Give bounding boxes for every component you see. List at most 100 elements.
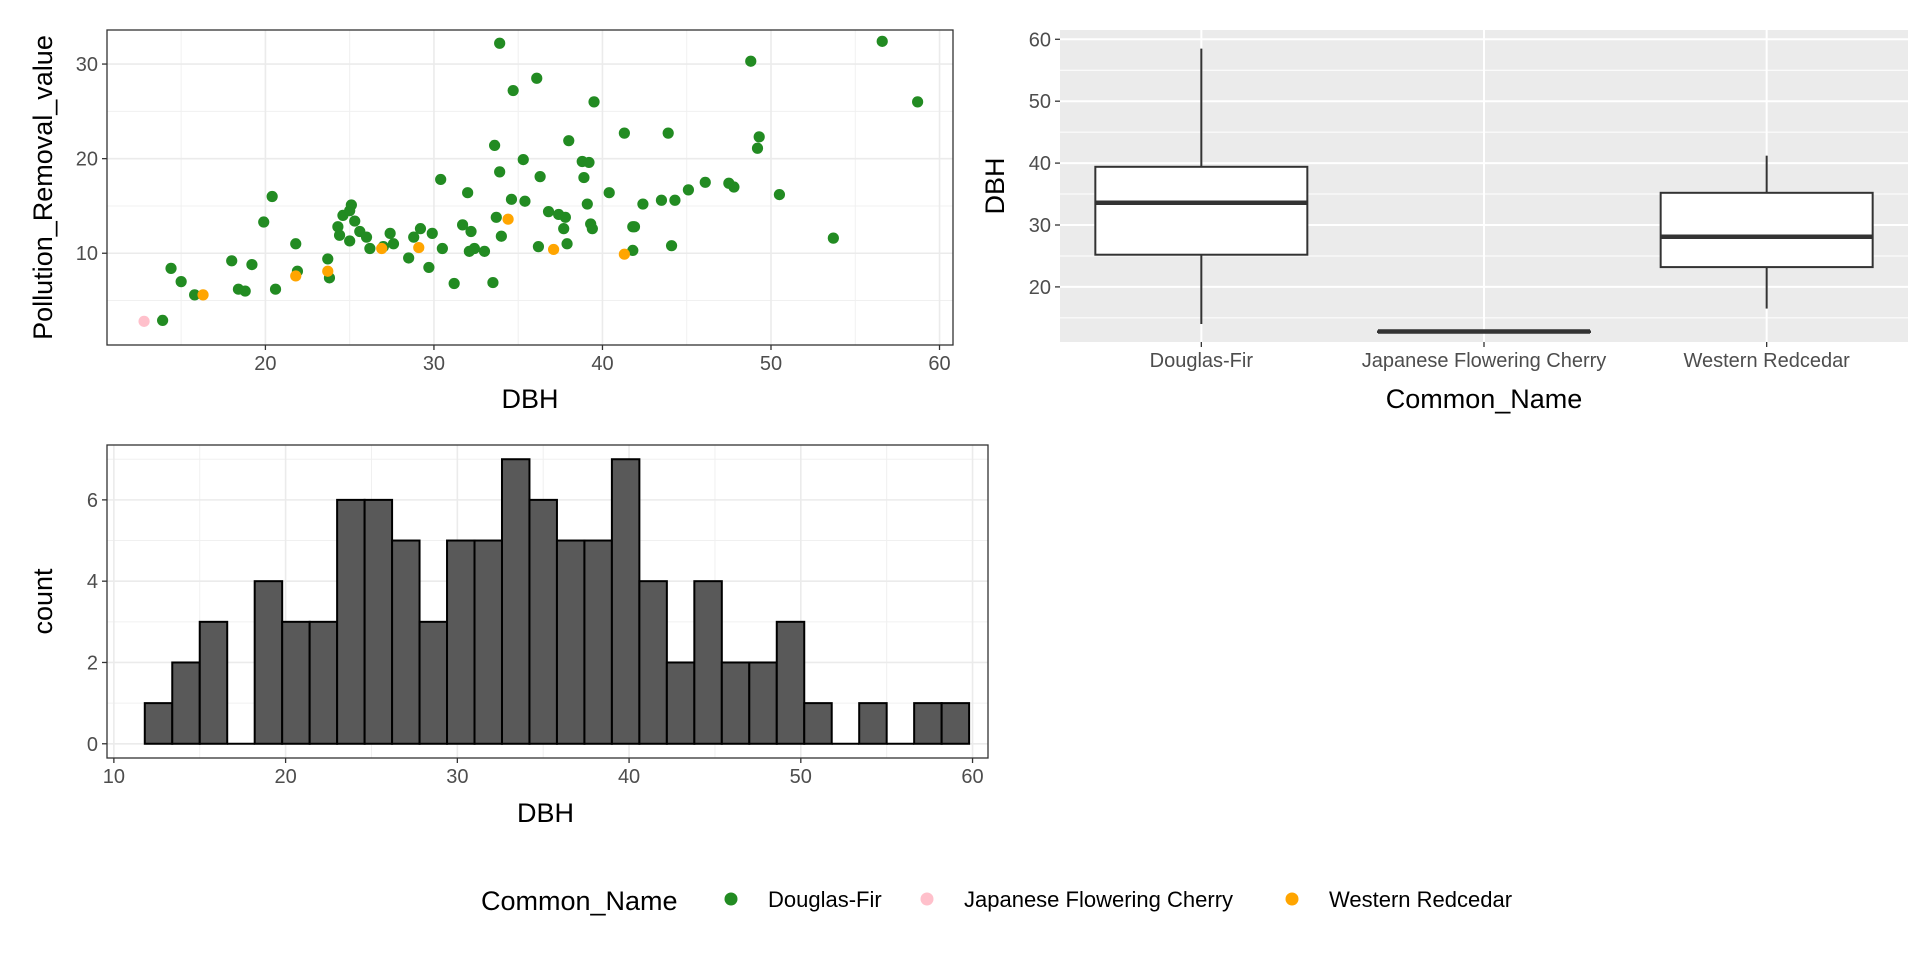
scatter-point bbox=[269, 283, 282, 295]
scatter-panel: 20 30 40 50 60 10 20 30 DBH Pollution_Removal_val… bbox=[28, 29, 954, 414]
scatter-point bbox=[408, 231, 420, 243]
histogram-bar bbox=[913, 702, 943, 745]
boxplot-panel: 20 30 40 50 60 Douglas-Fir Japanese Flowering … bbox=[980, 29, 1908, 414]
scatter-point bbox=[384, 227, 396, 239]
histogram-bar bbox=[253, 580, 284, 745]
legend-key-douglas-fir bbox=[724, 892, 738, 906]
scatter-point bbox=[665, 240, 678, 252]
scatter-point bbox=[462, 187, 474, 199]
scatter-point bbox=[436, 242, 448, 255]
series-japanese-flowering-cherry bbox=[138, 315, 150, 327]
histogram-bar bbox=[610, 458, 641, 745]
y-tick-label: 6 bbox=[87, 490, 98, 512]
x-tick-label: 60 bbox=[961, 766, 983, 788]
histogram-bar bbox=[693, 580, 723, 745]
scatter-point bbox=[489, 139, 501, 152]
y-axis-title: Pollution_Removal_value bbox=[28, 35, 58, 340]
y-tick-label: 4 bbox=[87, 571, 98, 593]
box-iqr bbox=[1094, 165, 1309, 256]
scatter-point bbox=[542, 206, 555, 218]
x-tick-label: 30 bbox=[423, 353, 445, 375]
legend-label-japanese-flowering-cherry: Japanese Flowering Cherry bbox=[964, 887, 1233, 912]
scatter-point bbox=[699, 176, 711, 188]
scatter-point bbox=[534, 171, 546, 183]
histogram-bar bbox=[336, 498, 366, 745]
scatter-point bbox=[322, 253, 334, 265]
box-douglas-fir bbox=[1094, 48, 1309, 325]
scatter-point bbox=[517, 153, 529, 166]
x-tick-label-douglas-fir: Douglas-Fir bbox=[1150, 350, 1254, 372]
x-tick-label: 40 bbox=[591, 353, 613, 375]
scatter-point bbox=[519, 195, 531, 207]
scatter-point bbox=[423, 261, 435, 274]
scatter-point bbox=[581, 198, 593, 210]
scatter-point bbox=[465, 225, 477, 238]
scatter-point bbox=[414, 223, 427, 235]
scatter-point bbox=[333, 229, 346, 241]
y-tick-label: 20 bbox=[1029, 277, 1051, 299]
x-axis-title: Common_Name bbox=[1386, 384, 1583, 414]
scatter-point bbox=[561, 238, 573, 250]
scatter-point bbox=[226, 255, 238, 267]
scatter-point bbox=[578, 171, 590, 184]
scatter-point bbox=[563, 135, 575, 147]
histogram-bar bbox=[940, 702, 971, 745]
scatter-point bbox=[332, 221, 344, 233]
scatter-point bbox=[662, 127, 674, 139]
scatter-point bbox=[547, 243, 560, 256]
histogram-bar bbox=[281, 620, 311, 745]
histogram-bar bbox=[446, 539, 476, 745]
histogram-bar bbox=[583, 539, 613, 745]
scatter-point bbox=[494, 37, 506, 49]
x-tick-label: 50 bbox=[790, 766, 812, 788]
scatter-point bbox=[239, 285, 251, 297]
y-tick-label: 40 bbox=[1029, 153, 1051, 175]
histogram-bar bbox=[555, 539, 586, 745]
histogram-panel-border bbox=[106, 444, 989, 759]
scatter-point bbox=[175, 276, 187, 288]
histogram-bar bbox=[418, 620, 449, 745]
histogram-bar bbox=[473, 539, 503, 745]
histogram-bar bbox=[308, 620, 339, 745]
histogram-bar bbox=[638, 580, 668, 745]
histogram-bar bbox=[528, 498, 558, 745]
y-tick-label: 30 bbox=[76, 54, 98, 76]
y-axis-title: count bbox=[28, 568, 58, 635]
scatter-point bbox=[627, 244, 639, 257]
histogram-bar bbox=[803, 702, 833, 745]
scatter-point bbox=[490, 211, 502, 223]
x-tick-label: 50 bbox=[760, 353, 782, 375]
scatter-point bbox=[682, 184, 695, 196]
legend-label-western-redcedar: Western Redcedar bbox=[1329, 887, 1512, 912]
histogram-bar bbox=[500, 458, 531, 745]
scatter-point bbox=[165, 262, 177, 274]
scatter-point bbox=[531, 72, 543, 84]
scatter-point bbox=[876, 35, 888, 47]
box-japanese-flowering-cherry bbox=[1377, 329, 1591, 334]
histogram-bar bbox=[391, 539, 421, 745]
legend: Common_Name Douglas-Fir Japanese Floweri… bbox=[481, 886, 1512, 916]
scatter-point bbox=[360, 231, 373, 243]
scatter-point bbox=[448, 277, 460, 290]
scatter-point bbox=[290, 238, 302, 250]
x-tick-label: 60 bbox=[928, 353, 950, 375]
scatter-point bbox=[745, 55, 757, 67]
scatter-point bbox=[387, 238, 400, 250]
y-tick-label: 0 bbox=[87, 734, 98, 756]
scatter-background bbox=[107, 30, 953, 345]
scatter-point bbox=[266, 190, 278, 203]
scatter-point bbox=[197, 289, 209, 301]
x-tick-label-western-redcedar: Western Redcedar bbox=[1683, 350, 1850, 372]
scatter-point bbox=[494, 166, 506, 178]
x-tick-label: 30 bbox=[446, 766, 468, 788]
scatter-point bbox=[753, 131, 765, 143]
scatter-point bbox=[655, 194, 668, 206]
scatter-point bbox=[618, 127, 630, 139]
scatter-point bbox=[435, 173, 447, 186]
scatter-point bbox=[364, 242, 376, 255]
x-axis-title: DBH bbox=[517, 798, 574, 828]
scatter-point bbox=[558, 223, 570, 235]
histogram-bar bbox=[143, 702, 174, 745]
y-tick-label: 30 bbox=[1029, 215, 1051, 237]
